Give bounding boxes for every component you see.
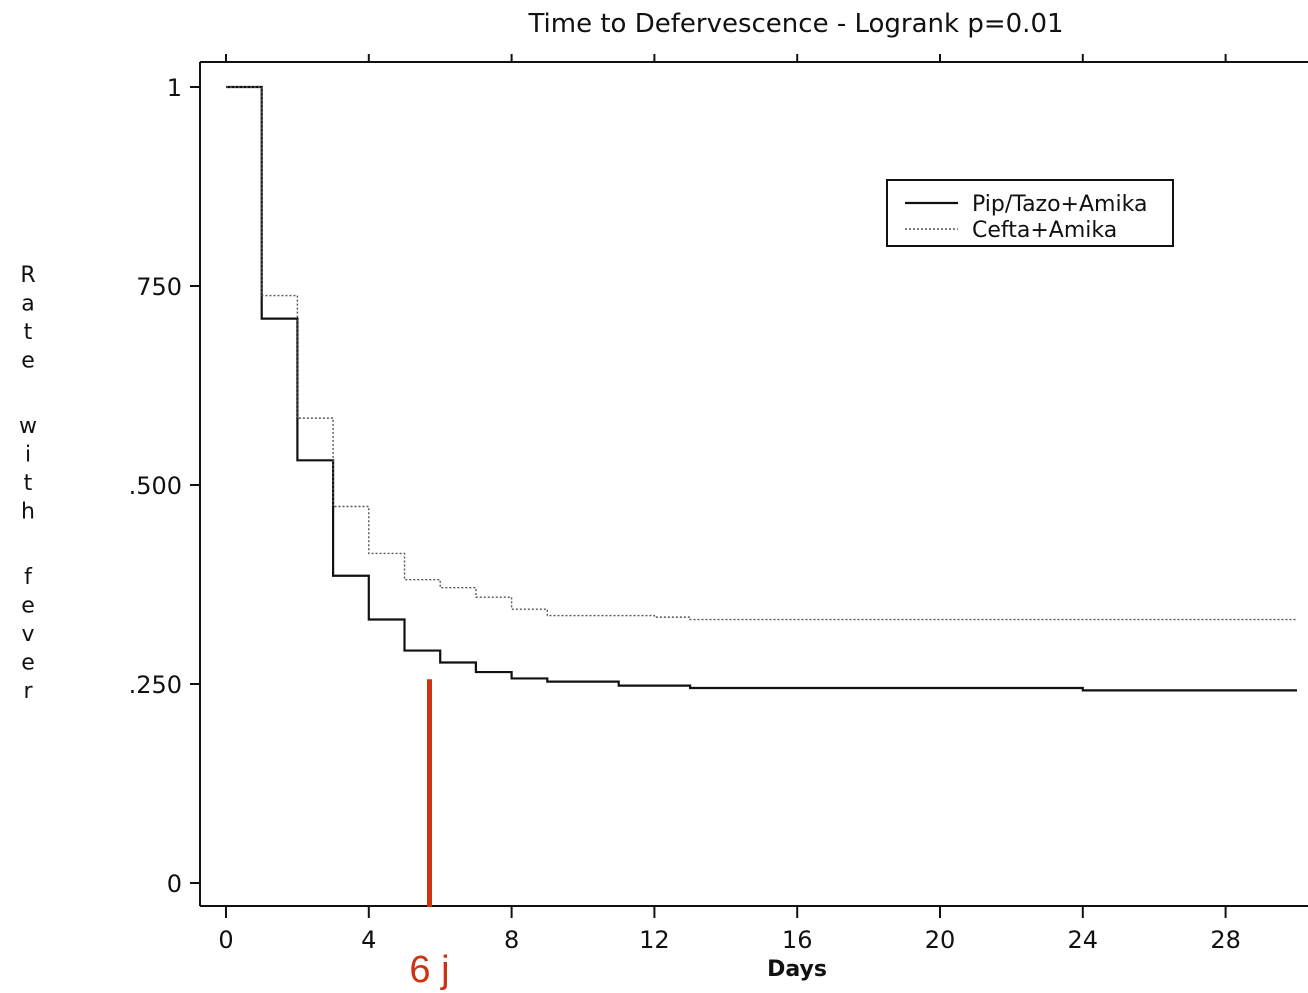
y-tick-label: 0 — [167, 870, 182, 898]
y-axis-label-letter: e — [21, 651, 35, 676]
legend-label-1: Pip/Tazo+Amika — [972, 192, 1147, 217]
y-tick-label: .500 — [129, 472, 182, 500]
annotation-layer: 6 j — [409, 679, 450, 991]
y-axis-label-letter: a — [21, 292, 34, 317]
y-axis-label-letter: r — [23, 679, 33, 704]
y-axis-label-letter: t — [24, 320, 33, 345]
y-axis-label-letter: e — [21, 594, 35, 619]
y-tick-label: .250 — [129, 671, 182, 699]
x-tick-label: 20 — [925, 926, 956, 954]
chart-title: Time to Defervescence - Logrank p=0.01 — [527, 9, 1063, 39]
x-tick-label: 16 — [782, 926, 813, 954]
series-line-1 — [226, 85, 1297, 692]
x-axis-label: Days — [767, 957, 827, 982]
y-axis-label-letter: w — [19, 414, 37, 439]
y-axis-label-letter: t — [24, 471, 33, 496]
y-tick-label: 1 — [167, 74, 182, 102]
x-tick-label: 8 — [504, 926, 519, 954]
y-axis-label-letter: v — [21, 622, 34, 647]
y-axis-label-letter: h — [21, 500, 35, 525]
x-tick-label: 28 — [1210, 926, 1241, 954]
series-layer — [226, 85, 1297, 692]
legend-box — [886, 179, 1174, 247]
x-tick-label: 4 — [361, 926, 376, 954]
y-tick-label: 750 — [136, 273, 182, 301]
x-tick-label: 12 — [639, 926, 670, 954]
y-axis-label-letter: f — [24, 565, 33, 590]
y-axis-label-letter: e — [21, 349, 35, 374]
y-axis-label-letter: i — [25, 443, 31, 468]
x-tick-label: 0 — [218, 926, 233, 954]
y-axis-label-letter: R — [20, 263, 35, 288]
legend-label-2: Cefta+Amika — [972, 218, 1117, 243]
annotation-label: 6 j — [409, 949, 449, 991]
series-line-2 — [226, 86, 1297, 621]
x-axis: 0 4 8 12 16 20 24 28 — [218, 54, 1241, 954]
y-axis: 0 .250 .500 750 1 — [129, 74, 200, 898]
x-tick-label: 24 — [1068, 926, 1099, 954]
